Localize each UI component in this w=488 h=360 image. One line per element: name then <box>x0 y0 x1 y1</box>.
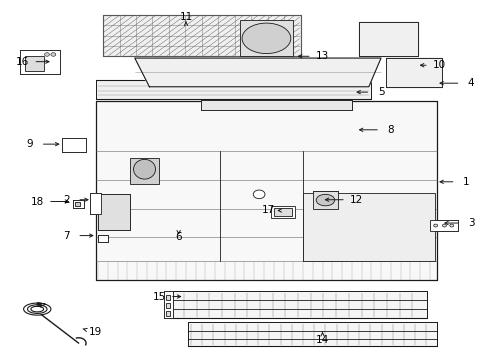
Ellipse shape <box>316 194 334 206</box>
Bar <box>25 56 43 71</box>
Bar <box>165 303 170 309</box>
Bar <box>20 50 60 74</box>
Text: 12: 12 <box>349 195 363 205</box>
Bar <box>239 21 293 56</box>
Bar <box>200 100 351 110</box>
Ellipse shape <box>133 159 155 179</box>
Bar <box>75 202 80 206</box>
Text: 17: 17 <box>262 206 275 216</box>
Circle shape <box>433 224 437 227</box>
Bar <box>61 138 86 152</box>
Polygon shape <box>135 58 380 87</box>
Text: 13: 13 <box>315 51 328 61</box>
Text: 7: 7 <box>63 231 70 240</box>
Circle shape <box>51 53 56 56</box>
Circle shape <box>442 224 446 227</box>
Bar <box>98 235 108 242</box>
Text: 6: 6 <box>175 232 182 242</box>
Text: 19: 19 <box>89 327 102 337</box>
Bar <box>312 192 337 209</box>
Bar <box>168 291 427 318</box>
Bar <box>96 101 436 280</box>
Bar <box>165 295 170 301</box>
Text: 8: 8 <box>386 125 393 135</box>
Bar <box>90 193 101 214</box>
Text: 1: 1 <box>462 177 468 187</box>
Bar <box>274 208 291 216</box>
Bar <box>103 15 300 56</box>
Bar <box>98 194 130 230</box>
Bar <box>165 311 170 316</box>
Circle shape <box>449 224 453 227</box>
Text: 11: 11 <box>179 12 192 22</box>
Bar <box>358 22 417 56</box>
Bar <box>73 200 83 208</box>
Bar <box>163 291 172 318</box>
Text: 10: 10 <box>432 60 445 70</box>
Text: 3: 3 <box>467 218 473 228</box>
Text: 5: 5 <box>377 87 384 97</box>
Bar <box>303 193 434 261</box>
Bar <box>429 220 457 231</box>
Text: 15: 15 <box>152 292 165 302</box>
Bar <box>130 158 159 184</box>
Text: 2: 2 <box>63 195 70 205</box>
Text: 14: 14 <box>315 334 328 345</box>
Circle shape <box>44 53 49 56</box>
Bar <box>271 206 294 218</box>
Bar <box>96 80 370 99</box>
Bar <box>188 322 436 346</box>
Text: 18: 18 <box>31 197 44 207</box>
Text: 9: 9 <box>26 139 33 149</box>
Text: 16: 16 <box>16 57 29 67</box>
Circle shape <box>253 190 264 199</box>
Bar <box>385 58 441 87</box>
Ellipse shape <box>242 23 290 54</box>
Text: 4: 4 <box>467 78 473 88</box>
